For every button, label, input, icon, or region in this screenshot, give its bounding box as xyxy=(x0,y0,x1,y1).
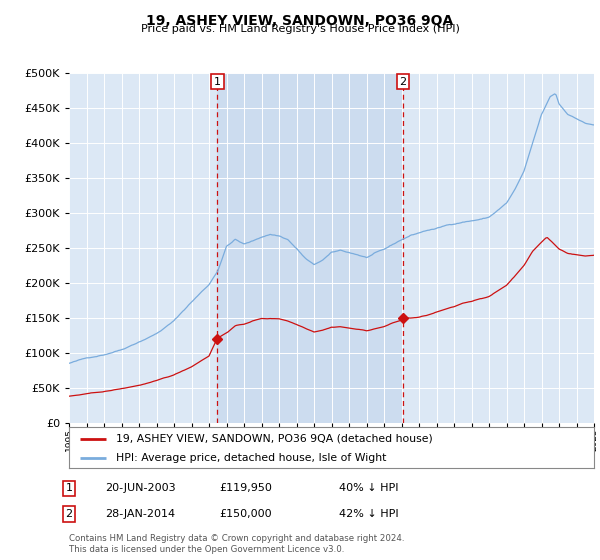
Text: HPI: Average price, detached house, Isle of Wight: HPI: Average price, detached house, Isle… xyxy=(116,452,386,463)
Text: £150,000: £150,000 xyxy=(219,509,272,519)
Text: 1: 1 xyxy=(65,483,73,493)
Text: 28-JAN-2014: 28-JAN-2014 xyxy=(105,509,175,519)
Text: 2: 2 xyxy=(65,509,73,519)
Text: Price paid vs. HM Land Registry's House Price Index (HPI): Price paid vs. HM Land Registry's House … xyxy=(140,24,460,34)
Text: 19, ASHEY VIEW, SANDOWN, PO36 9QA: 19, ASHEY VIEW, SANDOWN, PO36 9QA xyxy=(146,14,454,28)
Bar xyxy=(217,73,403,423)
Text: 20-JUN-2003: 20-JUN-2003 xyxy=(105,483,176,493)
Text: Contains HM Land Registry data © Crown copyright and database right 2024.: Contains HM Land Registry data © Crown c… xyxy=(69,534,404,543)
Text: 2: 2 xyxy=(400,77,406,87)
Text: This data is licensed under the Open Government Licence v3.0.: This data is licensed under the Open Gov… xyxy=(69,545,344,554)
Text: £119,950: £119,950 xyxy=(219,483,272,493)
Text: 40% ↓ HPI: 40% ↓ HPI xyxy=(339,483,398,493)
Text: 42% ↓ HPI: 42% ↓ HPI xyxy=(339,509,398,519)
Text: 19, ASHEY VIEW, SANDOWN, PO36 9QA (detached house): 19, ASHEY VIEW, SANDOWN, PO36 9QA (detac… xyxy=(116,433,433,444)
Text: 1: 1 xyxy=(214,77,221,87)
